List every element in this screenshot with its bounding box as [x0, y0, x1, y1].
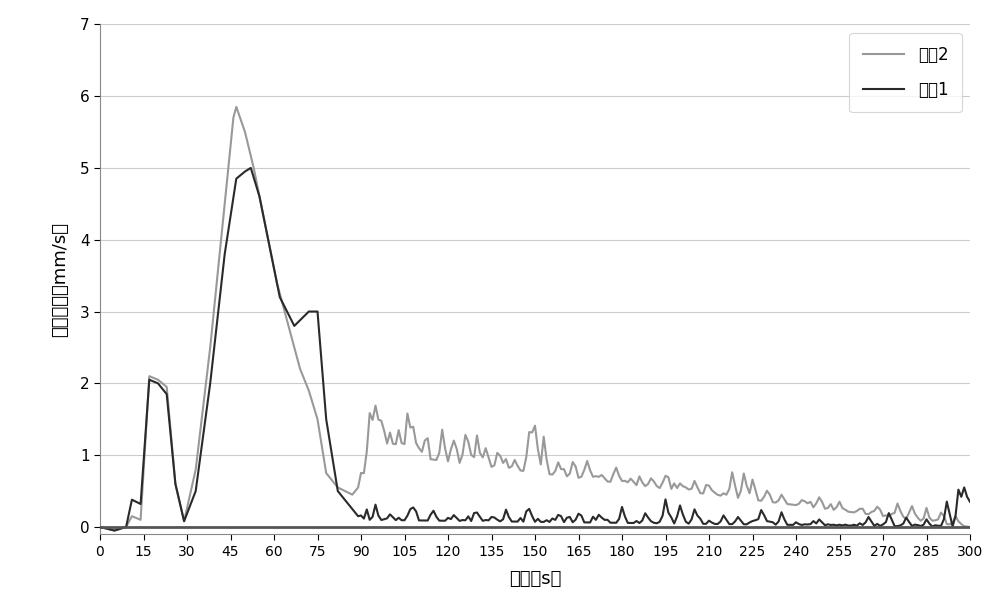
- 配方1: [245, 164, 257, 172]
- 配方2: [230, 103, 242, 110]
- X-axis label: 时间（s）: 时间（s）: [509, 570, 561, 588]
- Line: 配方2: 配方2: [100, 107, 970, 531]
- 配方2: [834, 498, 846, 506]
- 配方1: [94, 523, 106, 531]
- 配方2: [964, 523, 976, 531]
- Legend: 配方2, 配方1: 配方2, 配方1: [849, 33, 962, 112]
- 配方1: [784, 521, 796, 529]
- 配方2: [108, 527, 121, 534]
- 配方1: [694, 515, 706, 523]
- 配方1: [108, 527, 121, 534]
- Line: 配方1: 配方1: [100, 168, 970, 531]
- 配方1: [964, 498, 976, 506]
- 配方1: [480, 517, 492, 524]
- 配方1: [834, 521, 846, 528]
- Y-axis label: 反应速率（mm/s）: 反应速率（mm/s）: [51, 222, 69, 337]
- 配方2: [906, 503, 918, 510]
- 配方1: [451, 514, 463, 521]
- 配方2: [451, 445, 463, 452]
- 配方2: [480, 444, 492, 452]
- 配方1: [906, 522, 918, 529]
- 配方2: [784, 501, 796, 508]
- 配方2: [94, 523, 106, 531]
- 配方2: [694, 489, 706, 497]
